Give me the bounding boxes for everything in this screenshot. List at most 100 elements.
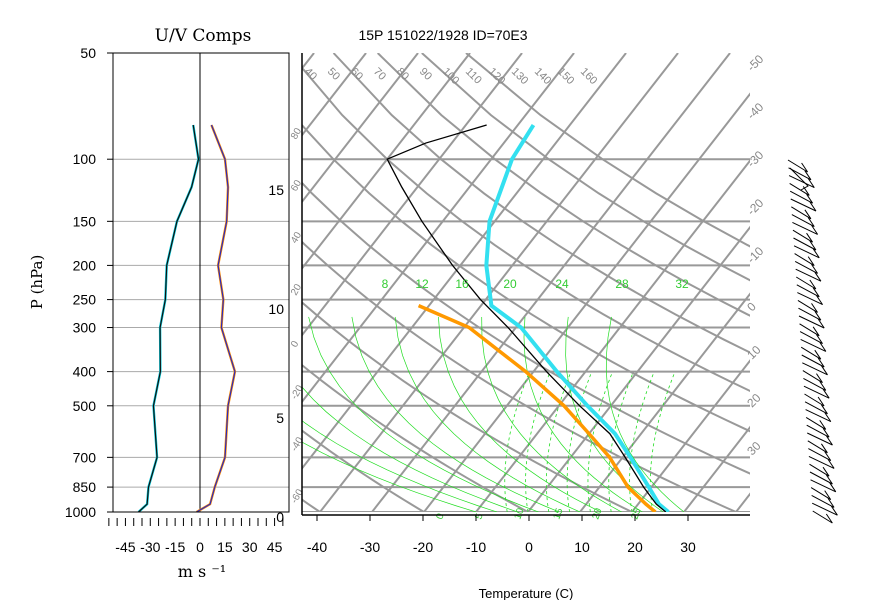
mixing-ratio-line — [566, 371, 593, 512]
wind-barb-staff — [805, 409, 832, 423]
wind-barb-staff — [807, 440, 828, 454]
wind-barb-flag — [807, 178, 815, 188]
wind-barb-staff — [787, 159, 808, 173]
uv-pressure-tick-labels: 50 100 150 200 250 300 400 500 700 850 1000 — [65, 45, 113, 520]
uv-pressure-tick-label: 150 — [73, 213, 97, 229]
uv-frame — [112, 52, 290, 513]
temperature-tick-label: 20 — [627, 539, 643, 555]
wind-barb-staff — [792, 221, 818, 235]
left-edge-label: -60 — [289, 487, 306, 505]
uv-pressure-tick-label: 100 — [73, 151, 97, 167]
left-edge-label: 80 — [289, 126, 304, 142]
mixing-ratio-label: 28 — [615, 277, 629, 291]
dry-adiabat — [302, 429, 425, 512]
left-edge-label: 40 — [289, 230, 304, 246]
bottom-moist-label: 5 — [473, 512, 485, 521]
wind-barb-top — [789, 167, 809, 191]
wind-barb-staff — [810, 479, 836, 493]
uv-pressure-tick-label: 400 — [73, 364, 97, 380]
adiabat-label: -10 — [744, 244, 766, 266]
parcel-trace — [484, 123, 670, 512]
wind-barb-flag — [824, 412, 832, 422]
adiabat-label: -30 — [744, 148, 766, 170]
dry-adiabat — [302, 181, 750, 475]
uv-x-tick-label: 30 — [242, 539, 258, 555]
wind-barb-staff — [802, 362, 828, 376]
isotherm-label: 160 — [578, 66, 599, 87]
wind-barb-flag — [807, 217, 815, 227]
height-tick-label: 15 — [268, 182, 284, 198]
wind-barb-flag — [806, 232, 813, 243]
isotherm — [319, 53, 679, 512]
wind-barb-flag — [817, 396, 825, 407]
adiabat-label: 30 — [744, 439, 764, 459]
moist-adiabat — [394, 316, 581, 512]
wind-barb-flag — [811, 225, 819, 235]
moist-adiabat — [605, 316, 685, 512]
wind-barb-staff — [800, 338, 827, 352]
wind-barb-flag — [821, 365, 828, 376]
wind-barb-flag — [820, 443, 828, 454]
uv-y-axis-label: P (hPa) — [28, 255, 46, 310]
temperature-tick-label: -20 — [413, 539, 433, 555]
dry-adiabat — [302, 240, 737, 512]
isotherm-label: 90 — [417, 66, 434, 83]
uv-series — [137, 124, 237, 512]
wind-barb-staff — [794, 260, 818, 274]
wind-barb-staff — [797, 292, 823, 306]
mixing-ratio-label: 12 — [415, 277, 429, 291]
dry-adiabat — [302, 66, 750, 393]
uv-series-line — [196, 124, 236, 512]
uv-series-halo — [137, 124, 200, 512]
wind-barb-flag — [822, 466, 830, 477]
wind-barb-flag — [814, 271, 822, 282]
wind-barb-flag — [812, 287, 820, 298]
wind-barb-flag — [825, 513, 833, 524]
isotherm — [423, 92, 750, 512]
wind-barb-staff — [793, 245, 820, 259]
isotherm — [527, 225, 750, 512]
adiabat-label: -20 — [744, 196, 766, 218]
dry-adiabat — [332, 53, 750, 354]
wind-barb-flag — [819, 420, 827, 430]
wind-barb-staff — [791, 206, 812, 220]
uv-x-tick-label: -45 — [115, 539, 135, 555]
wind-barb-staff — [788, 175, 815, 189]
moist-adiabat — [438, 316, 601, 512]
isotherm — [302, 53, 471, 271]
moist-adiabat — [302, 420, 497, 512]
wind-barb-flag — [822, 427, 830, 438]
bottom-moist-label: 15 — [551, 506, 565, 521]
mixing-ratio-line — [504, 371, 530, 512]
wind-barb-flag — [824, 451, 832, 461]
uv-x-tick-labels: -45 -30 -15 0 15 30 45 — [108, 518, 284, 555]
dewpoint-trace — [417, 303, 657, 512]
wind-barb-flag — [812, 326, 820, 337]
bottom-moist-label: 10 — [512, 506, 526, 521]
temperature-tick-label: 10 — [574, 539, 590, 555]
height-tick-label: 10 — [268, 301, 284, 317]
wind-barb-staff — [789, 182, 810, 196]
temperature-trace — [386, 124, 667, 512]
wind-barb-flag — [814, 310, 822, 321]
uv-pressure-tick-label: 50 — [80, 45, 96, 61]
wind-barb-staff — [805, 416, 827, 430]
isotherm-label: 110 — [463, 66, 484, 87]
wind-barb-staff — [802, 370, 823, 384]
uv-x-tick-label: 0 — [196, 539, 204, 555]
dry-adiabat — [302, 301, 633, 512]
temperature-tick-label: -30 — [360, 539, 380, 555]
wind-barb-flag — [830, 505, 838, 516]
adiabat-label: -50 — [744, 52, 766, 74]
uv-x-tick-label: 45 — [267, 539, 283, 555]
wind-barb-flag — [816, 295, 823, 305]
wind-barb-flag — [806, 193, 814, 204]
skewt-profiles — [386, 123, 670, 512]
wind-barb-flag — [822, 388, 830, 399]
mixing-ratio-line — [525, 371, 551, 512]
height-tick-label: 0 — [276, 509, 284, 525]
wind-barb-staff — [811, 502, 838, 516]
isotherm — [302, 53, 367, 137]
wind-barb-flag — [827, 498, 835, 508]
dry-adiabat — [376, 53, 750, 317]
